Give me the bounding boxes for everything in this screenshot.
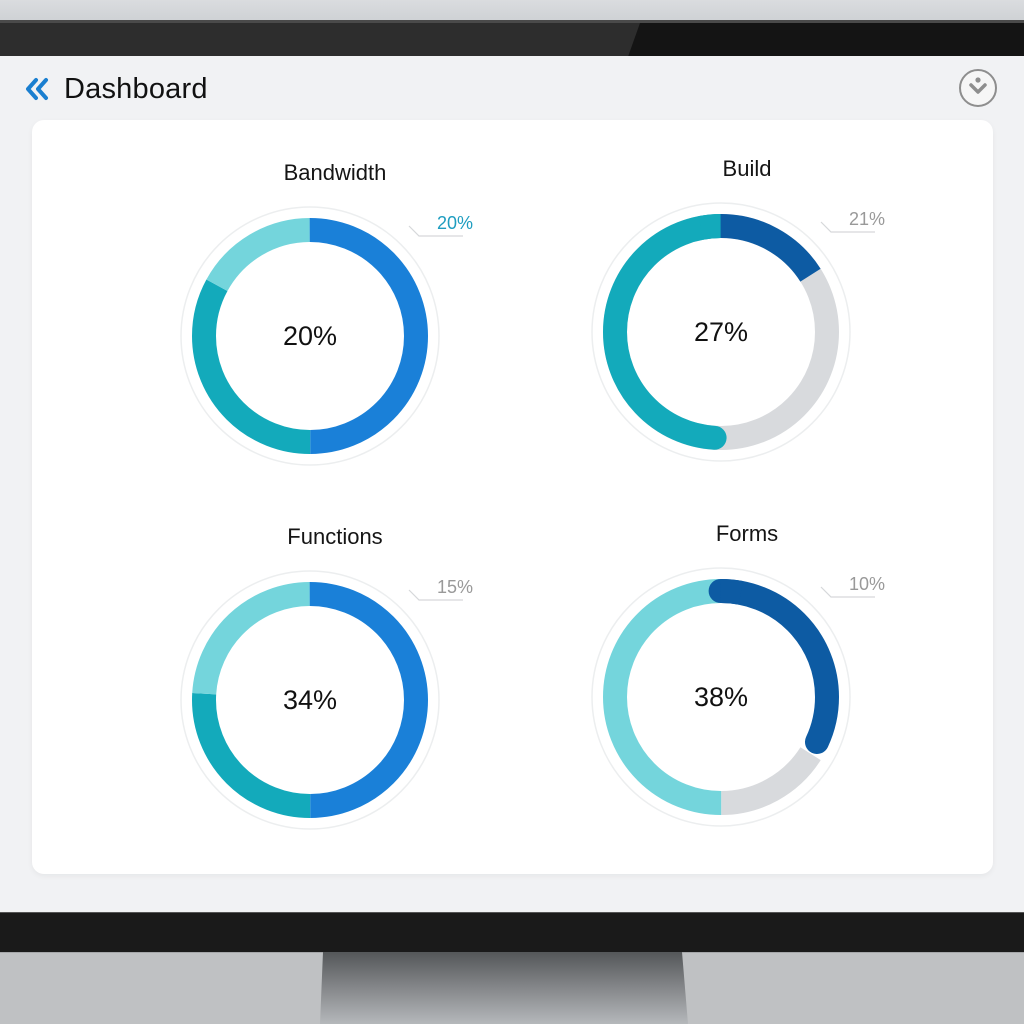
chart-title: Bandwidth	[283, 160, 387, 185]
callout-label: 20%	[407, 212, 477, 242]
chart-forms: Forms 38% 10%	[587, 517, 907, 857]
monitor-bezel-bottom	[0, 912, 1024, 952]
donut-chart[interactable]: 27%	[589, 200, 853, 464]
monitor-stand	[320, 952, 688, 1024]
chart-bandwidth: Bandwidth 20% 20%	[175, 156, 495, 496]
monitor-bezel-top	[0, 20, 1024, 56]
chart-title: Forms	[715, 521, 779, 546]
donut-chart[interactable]: 34%	[178, 568, 442, 832]
page-title: Dashboard	[64, 72, 208, 105]
callout-label: 15%	[407, 576, 477, 606]
chart-functions: Functions 34% 15%	[175, 520, 495, 860]
callout-label: 21%	[819, 208, 889, 238]
center-value: 20%	[282, 320, 338, 351]
center-value: 38%	[693, 681, 749, 712]
callout-label: 10%	[819, 573, 889, 603]
chart-title: Build	[722, 156, 772, 181]
center-value: 34%	[282, 684, 338, 715]
bezel-glare	[0, 23, 640, 56]
header: Dashboard	[24, 70, 208, 108]
donut-chart[interactable]: 20%	[178, 204, 442, 468]
screen: Dashboard Bandwidth 20	[0, 56, 1024, 912]
circle-chevron-down-icon	[967, 75, 989, 102]
center-value: 27%	[693, 316, 749, 347]
double-chevron-left-icon[interactable]	[24, 74, 54, 104]
dashboard-card: Bandwidth 20% 20% Build	[32, 120, 993, 874]
chart-title: Functions	[287, 524, 383, 549]
menu-button[interactable]	[959, 69, 997, 107]
wall-background	[0, 0, 1024, 20]
donut-chart[interactable]: 38%	[589, 565, 853, 829]
chart-build: Build 27% 21%	[587, 152, 907, 492]
